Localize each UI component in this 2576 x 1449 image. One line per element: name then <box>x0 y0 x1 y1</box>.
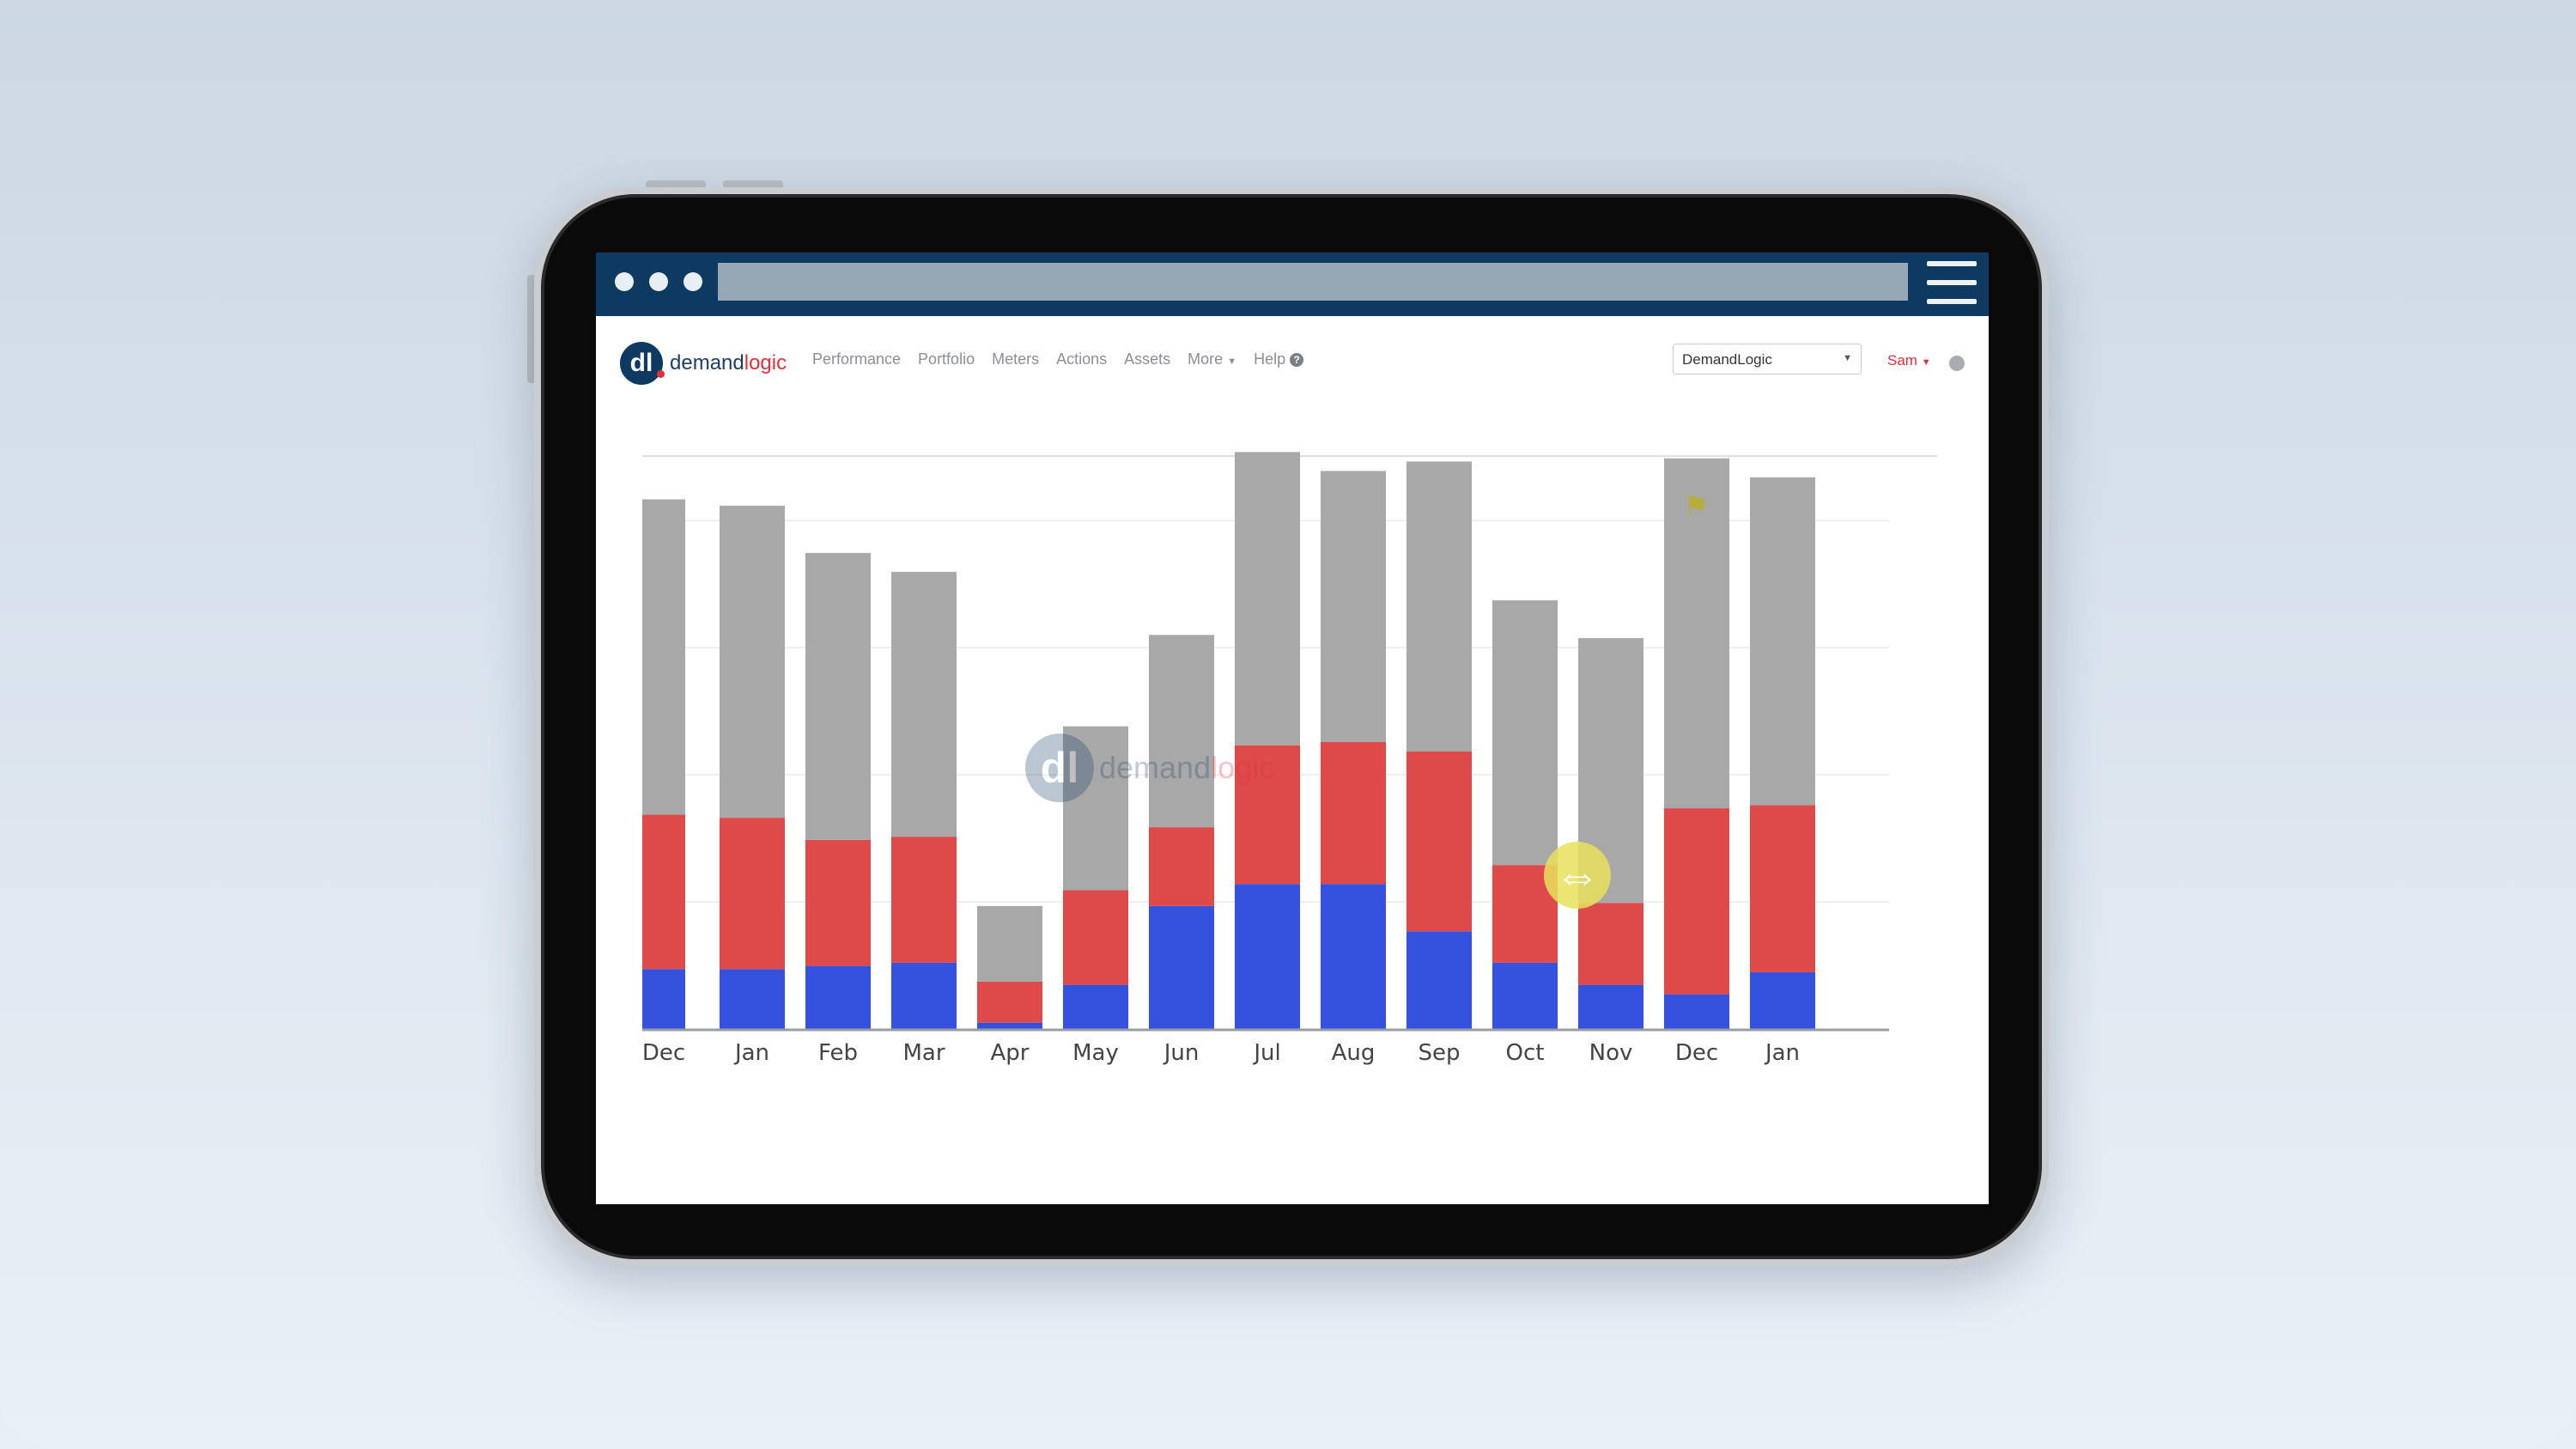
bar-segment-feb-0[interactable] <box>805 965 871 1029</box>
bar-segment-may-1[interactable] <box>1063 890 1128 985</box>
bar-segment-jan-2[interactable] <box>720 505 785 819</box>
brand-logo[interactable]: dl demandlogic <box>620 342 787 385</box>
bar-segment-jul-2[interactable] <box>1235 452 1300 746</box>
x-tick-label: Jan <box>733 1040 769 1066</box>
x-tick-label: Dec <box>1675 1040 1718 1066</box>
nav-item-portfolio[interactable]: Portfolio <box>918 350 975 368</box>
bar-segment-jan-0[interactable] <box>720 969 785 1029</box>
x-tick-label: Apr <box>991 1040 1030 1066</box>
bar-segment-jun-1[interactable] <box>1149 827 1214 906</box>
user-name: Sam <box>1887 352 1917 368</box>
bar-segment-jul-0[interactable] <box>1235 884 1300 1029</box>
bar-segment-apr-2[interactable] <box>977 905 1042 982</box>
bar-segment-dec-2[interactable] <box>642 499 685 815</box>
nav-item-performance[interactable]: Performance <box>812 350 902 368</box>
bar-segment-may-2[interactable] <box>1063 726 1128 891</box>
window-dot <box>615 272 634 291</box>
bar-segment-nov-0[interactable] <box>1578 984 1643 1029</box>
x-tick-label: Oct <box>1506 1040 1545 1066</box>
bar-segment-aug-2[interactable] <box>1321 471 1386 742</box>
caret-down-icon: ▼ <box>1227 356 1237 367</box>
bar-segment-jan-2[interactable] <box>1750 477 1815 806</box>
x-tick-label: Jan <box>1764 1040 1800 1066</box>
window-dot <box>649 272 668 291</box>
nav-item-meters[interactable]: Meters <box>992 350 1040 368</box>
bar-segment-may-0[interactable] <box>1063 984 1128 1029</box>
x-tick-label: Sep <box>1418 1040 1460 1066</box>
tablet-power-button <box>723 180 783 187</box>
bar-segment-jun-0[interactable] <box>1149 905 1214 1029</box>
bar-segment-dec-1[interactable] <box>1664 808 1729 995</box>
bar-segment-dec-0[interactable] <box>1664 994 1729 1029</box>
bar-segment-sep-0[interactable] <box>1406 931 1472 1029</box>
bar-segment-aug-1[interactable] <box>1321 742 1386 885</box>
bar-segment-feb-2[interactable] <box>805 552 871 840</box>
bar-segment-oct-0[interactable] <box>1492 962 1558 1029</box>
bar-segment-jan-1[interactable] <box>1750 805 1815 972</box>
help-icon: ? <box>1290 353 1304 367</box>
brand-name: demandlogic <box>670 351 787 375</box>
bar-segment-jan-0[interactable] <box>1750 971 1815 1029</box>
resize-handle-icon[interactable]: ⇔ <box>1544 842 1611 909</box>
x-tick-label: Nov <box>1589 1040 1633 1066</box>
brand-name-accent: logic <box>744 351 787 374</box>
x-tick-label: Dec <box>642 1040 685 1066</box>
nav-item-help[interactable]: Help <box>1254 350 1286 368</box>
bar-segment-mar-0[interactable] <box>891 962 957 1029</box>
bar-segment-dec-1[interactable] <box>642 814 685 970</box>
stacked-bar-chart: Dec Jan Feb Mar Apr May Jun Jul Aug Sep Oct Nov Dec J… <box>642 452 1889 1066</box>
bar-segment-feb-1[interactable] <box>805 839 871 966</box>
bar-segment-jan-1[interactable] <box>720 818 785 970</box>
nav-item-more-wrap[interactable]: More ▼ <box>1188 350 1236 368</box>
nav-item-assets[interactable]: Assets <box>1124 350 1171 368</box>
nav-item-more[interactable]: More <box>1188 350 1224 368</box>
bar-segment-mar-2[interactable] <box>891 571 957 837</box>
bar-segment-apr-1[interactable] <box>977 981 1042 1023</box>
tablet-screen: dl demandlogic Performance Portfolio Met… <box>596 253 1989 1204</box>
caret-down-icon: ▼ <box>1843 353 1852 363</box>
app-navbar: dl demandlogic Performance Portfolio Met… <box>596 316 1989 409</box>
bar-segment-sep-1[interactable] <box>1406 752 1472 932</box>
user-settings-icon[interactable] <box>1949 356 1965 371</box>
brand-name-main: demand <box>670 351 744 374</box>
bar-segment-sep-2[interactable] <box>1406 461 1472 752</box>
address-bar[interactable] <box>718 263 1908 301</box>
bar-segment-aug-0[interactable] <box>1321 884 1386 1029</box>
tablet-side-button <box>527 275 534 383</box>
bar-segment-dec-2[interactable] <box>1664 458 1729 809</box>
x-tick-label: Jul <box>1252 1040 1280 1066</box>
nav-item-actions[interactable]: Actions <box>1056 350 1108 368</box>
x-tick-label: Mar <box>902 1040 945 1066</box>
watermark-text-main: demand <box>1099 750 1212 785</box>
bar-segment-nov-1[interactable] <box>1578 903 1643 985</box>
watermark-text: demandlogic <box>1099 750 1274 786</box>
chart-watermark: dl demandlogic <box>1025 734 1274 802</box>
bar-segment-dec-0[interactable] <box>642 969 685 1029</box>
nav-item-help-wrap[interactable]: Help ? <box>1254 350 1304 368</box>
brand-logo-icon: dl <box>620 342 665 385</box>
bar-segment-jun-2[interactable] <box>1149 635 1214 828</box>
user-menu[interactable]: Sam ▼ <box>1887 352 1931 369</box>
bar-segment-apr-0[interactable] <box>977 1022 1042 1029</box>
main-menu: Performance Portfolio Meters Actions Ass… <box>812 350 1304 368</box>
bar-segment-mar-1[interactable] <box>891 837 957 963</box>
watermark-text-accent: logic <box>1211 750 1275 785</box>
site-select[interactable]: DemandLogic ▼ <box>1673 344 1862 374</box>
window-dot <box>683 272 702 291</box>
hamburger-icon[interactable] <box>1927 261 1977 304</box>
caret-down-icon: ▼ <box>1921 357 1931 368</box>
x-tick-label: Feb <box>818 1040 858 1066</box>
watermark-logo-icon: dl <box>1025 734 1094 802</box>
x-tick-label: Aug <box>1332 1040 1376 1066</box>
browser-bar <box>596 253 1989 316</box>
tablet-volume-button <box>646 180 706 187</box>
bar-segment-jul-1[interactable] <box>1235 745 1300 885</box>
x-tick-label: May <box>1072 1040 1119 1066</box>
flag-icon[interactable]: ⚑ <box>1683 490 1710 523</box>
bar-segment-oct-2[interactable] <box>1492 600 1558 866</box>
x-tick-label: Jun <box>1163 1040 1200 1066</box>
site-select-value: DemandLogic <box>1682 351 1772 368</box>
